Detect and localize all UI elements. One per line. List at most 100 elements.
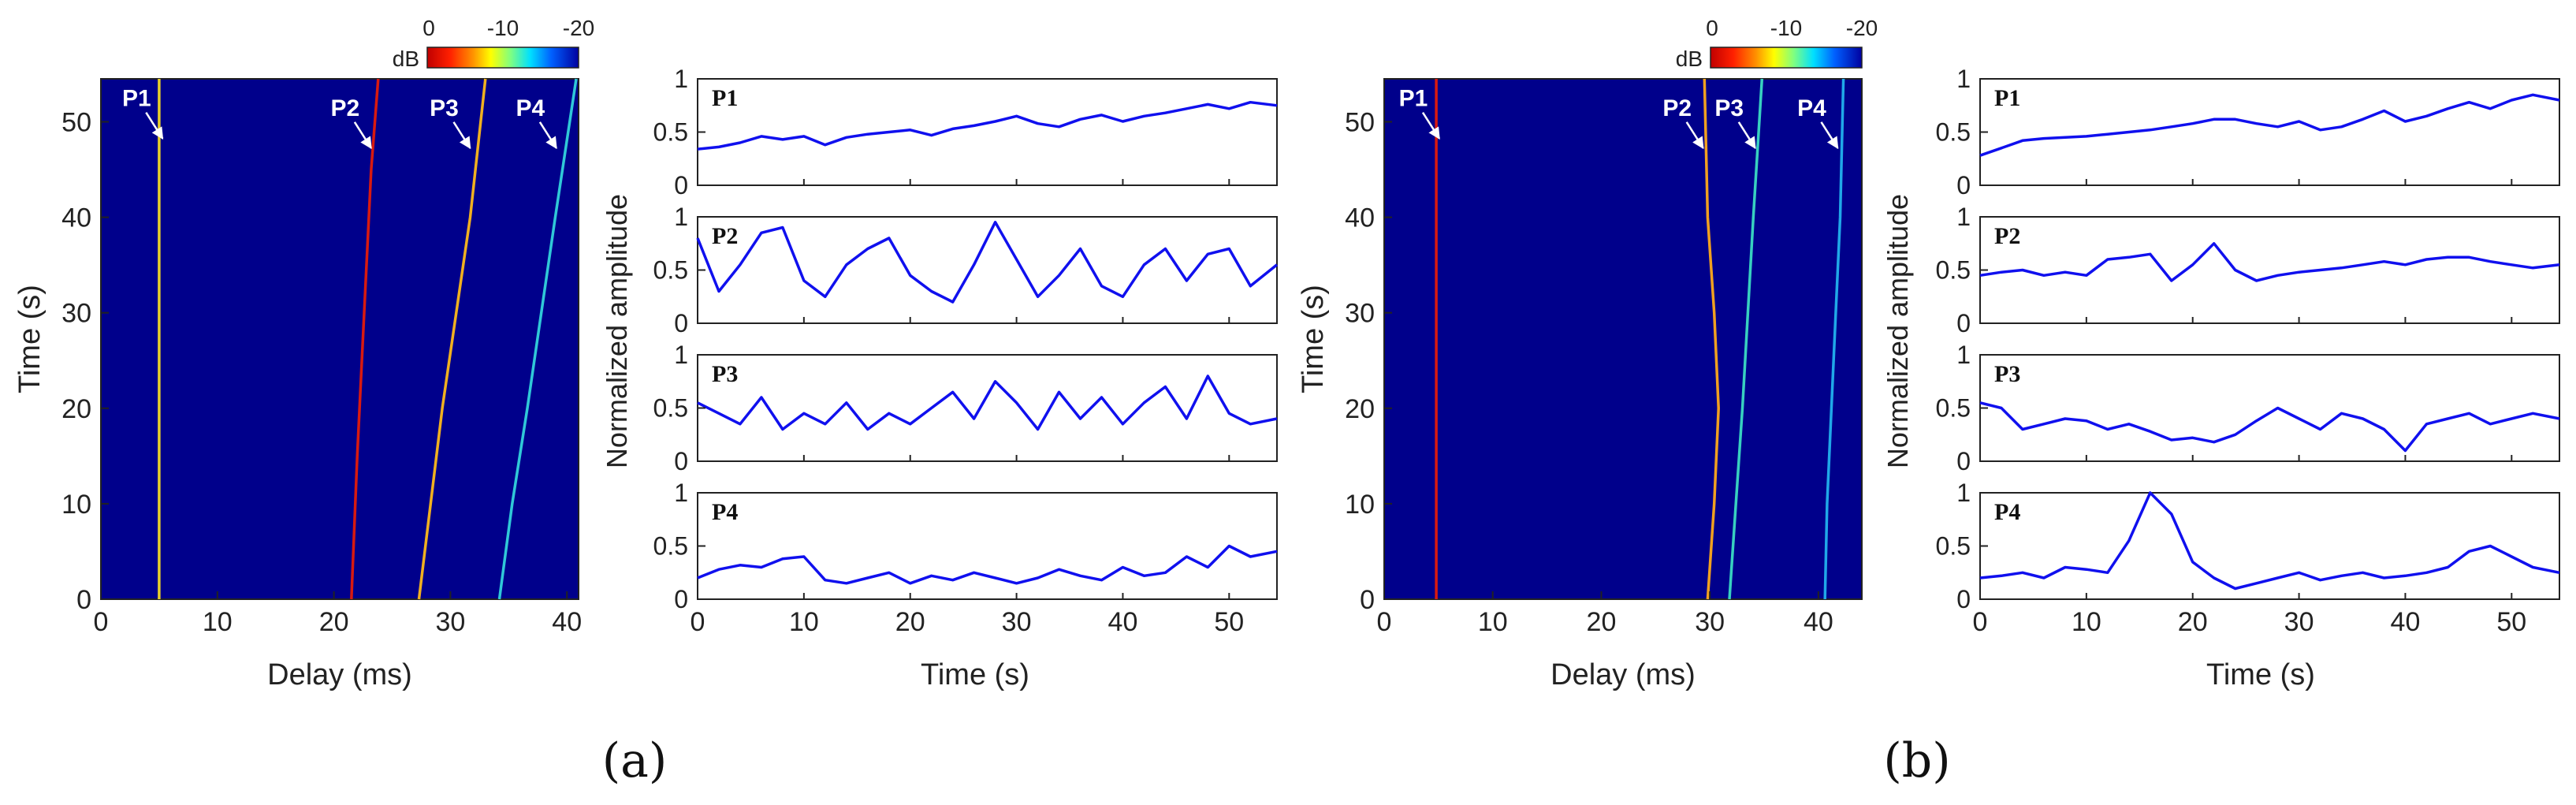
heatmap-b-xlabel: Delay (ms) xyxy=(1550,658,1696,691)
amplitude-a-ytick-label: 0.5 xyxy=(653,394,688,423)
heatmap-a-arrow-p4 xyxy=(538,121,557,150)
heatmap-b-annotation-p2: P2 xyxy=(1662,95,1692,121)
colorbar-b-tick-1: -10 xyxy=(1770,16,1802,40)
amplitude-b-ytick-label: 0 xyxy=(1956,309,1971,337)
heatmap-a-ytick-label: 10 xyxy=(61,490,91,520)
heatmap-a-xtick-label: 20 xyxy=(319,607,349,637)
colorbar-a-tick-2: -20 xyxy=(563,16,594,40)
heatmap-a-plot xyxy=(100,78,579,600)
heatmap-a-xlabel: Delay (ms) xyxy=(267,658,412,691)
heatmap-a-ytick-label: 50 xyxy=(61,107,91,137)
amplitude-a-ytick-label: 0 xyxy=(674,585,688,613)
amplitude-a-series-p2 xyxy=(696,221,1279,304)
amplitude-a-ytick-label: 1 xyxy=(674,479,688,507)
amplitude-b-xtick-label: 30 xyxy=(2284,607,2314,637)
amplitude-b-ytick-label: 0.5 xyxy=(1936,256,1971,285)
heatmap-a-xtick-label: 0 xyxy=(94,607,109,637)
amplitude-a-series-p3 xyxy=(697,375,1278,431)
heatmap-b-arrow-p1 xyxy=(1421,112,1441,140)
heatmap-b-plot xyxy=(1383,78,1863,600)
colorbar-b-tick-2: -20 xyxy=(1846,16,1878,40)
heatmap-a-annotation-p4: P4 xyxy=(516,95,545,121)
amplitude-b-series-p2 xyxy=(1979,242,2560,282)
amplitude-a-frame-p1 xyxy=(697,78,1278,186)
heatmap-b-xtick-label: 30 xyxy=(1695,607,1725,637)
heatmap-b: P1 P2 P3 P4 0 10 20 30 40 0 10 20 30 40 50 Delay (ms… xyxy=(1297,16,1878,691)
amplitude-a-xtick-label: 40 xyxy=(1108,607,1138,637)
amplitude-b-series-label-p3: P3 xyxy=(1994,361,2020,387)
heatmap-a: P1 P2 P3 P4 0 10 20 30 40 0 10 20 30 40 50 Delay (ms… xyxy=(13,16,594,691)
heatmap-a-path-p3 xyxy=(417,78,487,600)
amplitude-a-series-label-p1: P1 xyxy=(712,85,738,111)
amplitude-b-ytick-label: 0.5 xyxy=(1936,532,1971,561)
amplitude-b-subplot-p2: P2 0 0.5 1 xyxy=(1936,203,2560,337)
caption-a: (a) xyxy=(602,733,668,788)
heatmap-b-xtick-label: 0 xyxy=(1377,607,1392,637)
amplitude-b-ytick-label: 1 xyxy=(1956,65,1971,93)
amplitude-a-subplot-p2: P2 0 0.5 1 xyxy=(653,203,1279,337)
amplitude-b-xtick-label: 10 xyxy=(2072,607,2101,637)
amplitude-a-xtick-label: 30 xyxy=(1002,607,1032,637)
heatmap-b-xtick-label: 20 xyxy=(1587,607,1617,637)
heatmap-a-annotation-p3: P3 xyxy=(430,95,459,121)
amplitude-b-series-label-p2: P2 xyxy=(1994,223,2020,249)
heatmap-b-annotations: P1 P2 P3 P4 xyxy=(1399,86,1839,150)
amplitude-a-ytick-label: 0 xyxy=(674,171,688,199)
heatmap-b-ytick-label: 20 xyxy=(1345,394,1375,424)
amplitude-a-subplot-p4: P4 0 0.5 1 xyxy=(653,479,1278,613)
heatmap-a-xticks: 0 10 20 30 40 xyxy=(94,591,582,637)
heatmap-a-path-p4 xyxy=(497,78,578,600)
amplitude-a-series-label-p3: P3 xyxy=(712,361,738,387)
heatmap-a-xtick-label: 40 xyxy=(552,607,582,637)
amplitude-b-xtick-label: 0 xyxy=(1973,607,1988,637)
amplitude-a-subplot-p3: P3 0 0.5 1 xyxy=(653,341,1278,475)
colorbar-b: dB 0 -10 -20 xyxy=(1676,16,1878,71)
amplitude-a-xlabel: Time (s) xyxy=(921,658,1029,691)
amplitude-b-ytick-label: 0 xyxy=(1956,447,1971,475)
colorbar-b-label: dB xyxy=(1676,47,1703,71)
amplitude-b-series-p3 xyxy=(1979,401,2560,453)
heatmap-a-paths xyxy=(158,78,578,600)
heatmap-a-annotation-p2: P2 xyxy=(331,95,360,121)
amplitude-b-xtick-label: 20 xyxy=(2178,607,2208,637)
colorbar-a-tick-1: -10 xyxy=(487,16,519,40)
amplitude-b-ytick-label: 1 xyxy=(1956,479,1971,507)
amplitude-b-xtick-label: 40 xyxy=(2391,607,2421,637)
amplitude-a-xtick-label: 20 xyxy=(895,607,925,637)
amplitude-a-xtick-label: 50 xyxy=(1214,607,1244,637)
amplitude-a-series-label-p2: P2 xyxy=(712,223,738,249)
heatmap-b-xtick-label: 10 xyxy=(1478,607,1508,637)
amplitude-a-ytick-label: 0.5 xyxy=(653,118,688,147)
heatmap-b-ytick-label: 0 xyxy=(1360,585,1375,615)
heatmap-a-xtick-label: 10 xyxy=(203,607,233,637)
amplitude-a-series-p1 xyxy=(697,100,1278,151)
colorbar-b-bar xyxy=(1710,47,1863,69)
amplitude-b-frame-p1 xyxy=(1979,78,2560,186)
heatmap-b-annotation-p3: P3 xyxy=(1714,95,1744,121)
heatmap-b-paths xyxy=(1435,78,1845,600)
amplitude-b-subplot-p3: P3 0 0.5 1 xyxy=(1936,341,2560,475)
amplitude-b-ytick-label: 0 xyxy=(1956,171,1971,199)
heatmap-a-annotation-p1: P1 xyxy=(122,86,151,112)
heatmap-a-annotations: P1 P2 P3 P4 xyxy=(122,86,557,150)
amplitude-b-xtick-label: 50 xyxy=(2496,607,2526,637)
heatmap-b-ytick-label: 10 xyxy=(1345,490,1375,520)
heatmap-a-ytick-label: 40 xyxy=(61,203,91,233)
amplitude-a-ytick-label: 1 xyxy=(674,65,688,93)
heatmap-b-arrow-p4 xyxy=(1820,121,1839,150)
heatmap-a-xtick-label: 30 xyxy=(436,607,466,637)
heatmap-b-ytick-label: 50 xyxy=(1345,107,1375,137)
heatmap-b-arrow-p2 xyxy=(1685,121,1704,150)
amplitude-b-ylabel: Normalized amplitude xyxy=(1882,194,1914,468)
heatmap-a-ytick-label: 20 xyxy=(61,394,91,424)
heatmap-a-ylabel: Time (s) xyxy=(13,285,47,393)
amplitude-a-ytick-label: 1 xyxy=(674,203,688,231)
amplitude-b-xlabel: Time (s) xyxy=(2206,658,2315,691)
heatmap-b-ytick-label: 30 xyxy=(1345,299,1375,329)
heatmap-b-arrow-p3 xyxy=(1737,121,1756,150)
